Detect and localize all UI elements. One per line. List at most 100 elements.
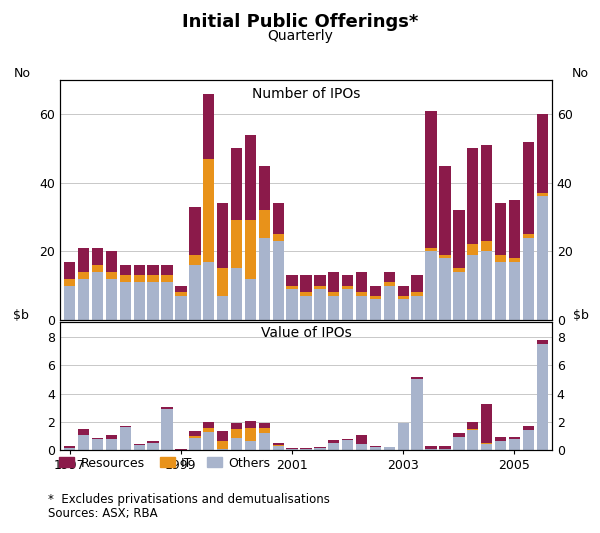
Bar: [425, 446, 437, 449]
Bar: [301, 293, 311, 296]
Bar: [245, 421, 256, 429]
Bar: [78, 429, 89, 435]
Text: No: No: [572, 67, 589, 80]
Bar: [92, 265, 103, 272]
Bar: [217, 203, 229, 269]
Bar: [245, 429, 256, 441]
Bar: [481, 444, 493, 450]
Text: Value of IPOs: Value of IPOs: [260, 326, 352, 340]
Bar: [119, 265, 131, 275]
Bar: [439, 166, 451, 255]
Text: Quarterly: Quarterly: [267, 29, 333, 43]
Bar: [245, 135, 256, 221]
Bar: [370, 447, 381, 450]
Bar: [328, 442, 340, 450]
Bar: [301, 296, 311, 320]
Bar: [259, 166, 270, 210]
Bar: [383, 272, 395, 282]
Bar: [481, 145, 493, 241]
Bar: [412, 293, 423, 296]
Bar: [245, 221, 256, 279]
Bar: [203, 159, 214, 262]
Bar: [119, 427, 131, 450]
Bar: [342, 440, 353, 450]
Bar: [314, 289, 326, 320]
Bar: [356, 296, 367, 320]
Bar: [119, 282, 131, 320]
Bar: [509, 262, 520, 320]
Bar: [342, 289, 353, 320]
Bar: [301, 448, 311, 449]
Bar: [453, 437, 464, 450]
Bar: [370, 286, 381, 296]
Bar: [78, 272, 89, 279]
Text: Number of IPOs: Number of IPOs: [252, 87, 360, 101]
Bar: [495, 441, 506, 450]
Bar: [203, 262, 214, 320]
Bar: [175, 449, 187, 450]
Bar: [383, 286, 395, 320]
Bar: [231, 269, 242, 320]
Text: *  Excludes privatisations and demutualisations: * Excludes privatisations and demutualis…: [48, 493, 330, 506]
Bar: [272, 203, 284, 234]
Bar: [509, 258, 520, 262]
Bar: [217, 431, 229, 441]
Bar: [148, 441, 159, 442]
Bar: [286, 449, 298, 450]
Bar: [412, 296, 423, 320]
Bar: [383, 282, 395, 286]
Bar: [453, 210, 464, 269]
Bar: [245, 279, 256, 320]
Bar: [259, 238, 270, 320]
Bar: [203, 429, 214, 432]
Bar: [203, 94, 214, 159]
Bar: [92, 439, 103, 450]
Bar: [272, 447, 284, 450]
Bar: [106, 272, 117, 279]
Bar: [412, 378, 423, 450]
Bar: [64, 286, 76, 320]
Bar: [272, 234, 284, 241]
Bar: [92, 272, 103, 320]
Bar: [425, 449, 437, 450]
Bar: [175, 286, 187, 293]
Bar: [203, 432, 214, 450]
Bar: [523, 234, 534, 238]
Bar: [467, 431, 478, 450]
Bar: [161, 275, 173, 282]
Bar: [467, 430, 478, 431]
Bar: [148, 442, 159, 450]
Text: Initial Public Offerings*: Initial Public Offerings*: [182, 13, 418, 31]
Bar: [536, 114, 548, 193]
Bar: [161, 407, 173, 409]
Bar: [64, 279, 76, 286]
Bar: [481, 443, 493, 444]
Bar: [523, 430, 534, 450]
Bar: [509, 200, 520, 258]
Bar: [259, 423, 270, 429]
Bar: [189, 437, 200, 438]
Legend: Resources, IT, Others: Resources, IT, Others: [54, 451, 275, 474]
Bar: [119, 275, 131, 282]
Bar: [412, 377, 423, 378]
Bar: [78, 279, 89, 320]
Bar: [314, 275, 326, 286]
Bar: [383, 447, 395, 450]
Bar: [286, 289, 298, 320]
Bar: [286, 448, 298, 449]
Bar: [328, 440, 340, 442]
Bar: [231, 149, 242, 221]
Bar: [106, 435, 117, 439]
Bar: [425, 248, 437, 251]
Bar: [356, 272, 367, 293]
Bar: [64, 262, 76, 279]
Bar: [453, 272, 464, 320]
Bar: [231, 423, 242, 429]
Text: No: No: [13, 67, 30, 80]
Bar: [523, 142, 534, 234]
Text: $b: $b: [573, 310, 589, 322]
Bar: [189, 255, 200, 265]
Bar: [175, 296, 187, 320]
Bar: [398, 423, 409, 450]
Bar: [439, 258, 451, 320]
